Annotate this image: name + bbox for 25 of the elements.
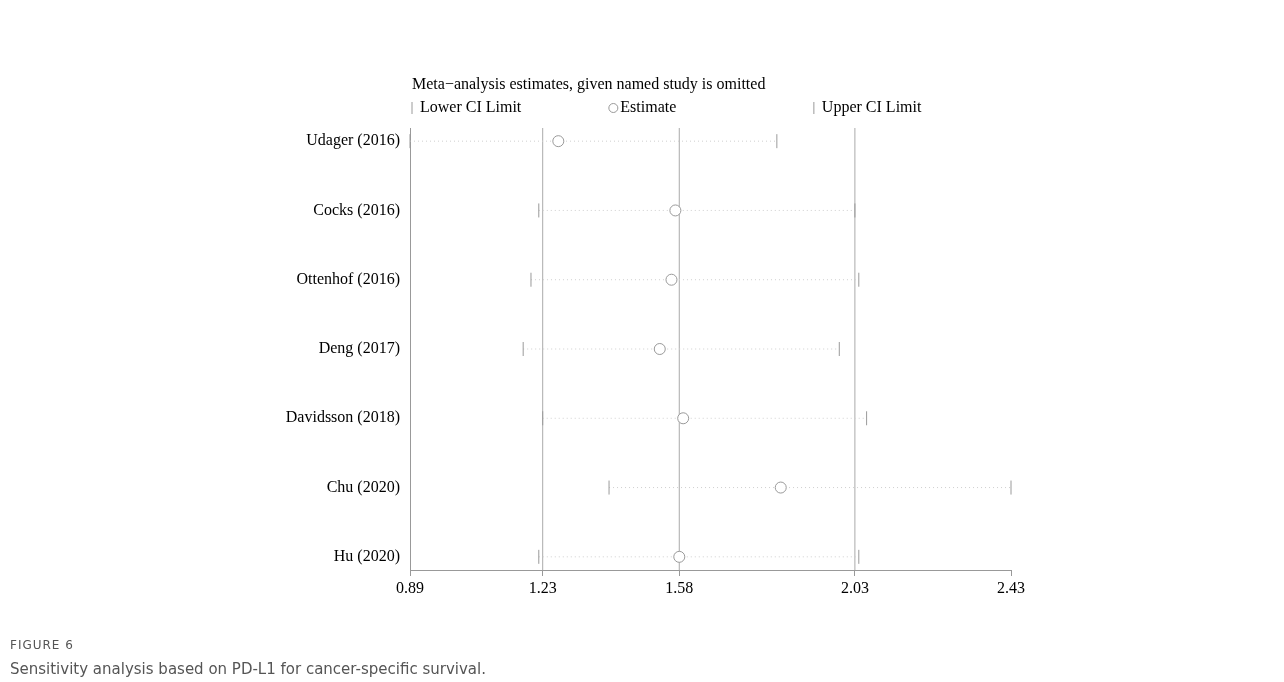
text: Lower CI Limit bbox=[420, 98, 522, 116]
point bbox=[774, 481, 787, 494]
y-tick-label: Udager (2016) bbox=[306, 131, 400, 150]
x-tick-label: 0.89 bbox=[396, 578, 424, 596]
x-tick-label: 2.03 bbox=[840, 578, 869, 596]
point bbox=[653, 343, 666, 355]
x-tick-label: 1.58 bbox=[665, 578, 694, 596]
caption: FIGURE 6 bbox=[10, 638, 74, 652]
y-tick-label: Chu (2020) bbox=[326, 477, 400, 496]
y-tick-label: Hu (2020) bbox=[333, 547, 400, 566]
y-tick-label: Ottenhof (2016) bbox=[296, 269, 400, 288]
legend-label: Estimate bbox=[620, 98, 677, 116]
point bbox=[669, 204, 682, 217]
point bbox=[552, 135, 565, 148]
point bbox=[673, 550, 686, 563]
y-tick-label: Cocks (2016) bbox=[313, 200, 400, 219]
x-tick-label: 2.43 bbox=[997, 578, 1025, 596]
y-tick-label: Davidsson (2018) bbox=[285, 408, 400, 427]
text: Upper CI Limit bbox=[821, 98, 922, 117]
y-tick-label: Deng (2017) bbox=[318, 339, 400, 358]
x-tick-label: 1.23 bbox=[528, 578, 557, 596]
point bbox=[665, 273, 678, 286]
point bbox=[677, 412, 690, 425]
chart-title: Meta−analysis estimates, given named study is omitted bbox=[412, 75, 766, 94]
text: Sensitivity analysis based on PD-L1 for cancer-specific survival. bbox=[10, 660, 486, 678]
